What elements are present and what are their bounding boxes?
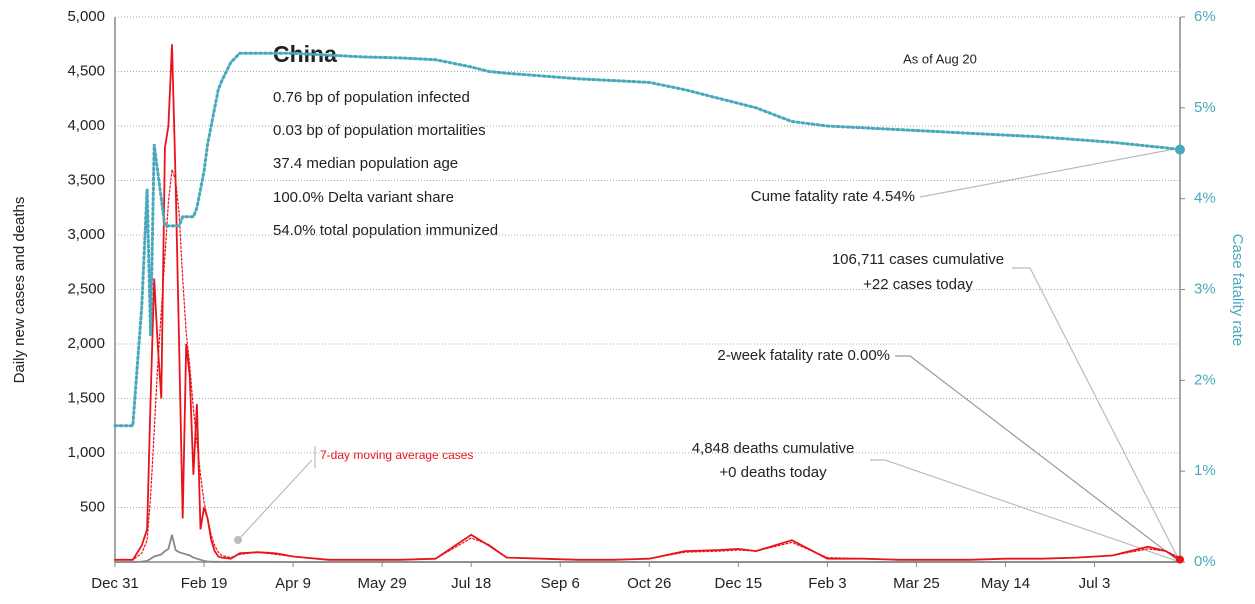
x-tick-label: Oct 26: [627, 575, 671, 592]
annotation: Cume fatality rate 4.54%: [751, 188, 915, 205]
leader-line: [895, 355, 1181, 563]
x-tick-label: Feb 19: [181, 575, 228, 592]
as-of: As of Aug 20: [903, 51, 977, 66]
x-tick-label: Feb 3: [808, 575, 846, 592]
x-tick-label: May 14: [981, 575, 1030, 592]
end-marker: [1176, 555, 1184, 564]
x-tick-label: Dec 15: [715, 575, 763, 592]
y-tick-label: 5,000: [67, 8, 105, 25]
x-tick-label: Mar 25: [893, 575, 940, 592]
y-tick-label: 500: [80, 498, 105, 515]
y-tick-label: 4,500: [67, 62, 105, 79]
leader-line: [919, 147, 1181, 198]
stat: 0.76 bp of population infected: [273, 89, 470, 106]
annotation: +0 deaths today: [719, 464, 827, 481]
series-line: [113, 51, 1182, 428]
leader-line: [1012, 267, 1181, 563]
y-tick-label: 3,000: [67, 226, 105, 243]
y2-axis-label: Case fatality rate: [1229, 234, 1246, 347]
stat: 100.0% Delta variant share: [273, 189, 454, 206]
y-tick-label: 1,000: [67, 444, 105, 461]
series-line: [114, 44, 1181, 561]
stat: 0.03 bp of population mortalities: [273, 122, 486, 139]
x-tick-label: Dec 31: [91, 575, 139, 592]
leader-line: [870, 459, 1181, 563]
series-annotation: 7-day moving average cases: [320, 448, 473, 462]
stat: 54.0% total population immunized: [273, 222, 498, 239]
y-tick-label: 1,500: [67, 389, 105, 406]
annotation: 2-week fatality rate 0.00%: [717, 347, 890, 364]
end-marker: [1175, 144, 1185, 155]
x-tick-label: Sep 6: [541, 575, 580, 592]
x-tick-label: Jul 18: [451, 575, 491, 592]
y2-tick-label: 1%: [1194, 462, 1216, 479]
y-axis-label: Daily new cases and deaths: [11, 197, 28, 384]
x-tick-label: Jul 3: [1079, 575, 1111, 592]
stat: 37.4 median population age: [273, 155, 458, 172]
y-tick-label: 2,000: [67, 335, 105, 352]
x-tick-label: May 29: [358, 575, 407, 592]
annotation: 106,711 cases cumulative: [832, 251, 1004, 268]
y2-tick-label: 3%: [1194, 280, 1216, 297]
series-line: [114, 534, 1181, 563]
y2-tick-label: 2%: [1194, 371, 1216, 388]
x-tick-label: Apr 9: [275, 575, 311, 592]
y-tick-label: 2,500: [67, 280, 105, 297]
y-tick-label: 3,500: [67, 171, 105, 188]
leader-line: [237, 459, 313, 541]
leader-dot: [234, 536, 242, 544]
y2-tick-label: 0%: [1194, 553, 1216, 570]
y2-tick-label: 5%: [1194, 99, 1216, 116]
y2-tick-label: 6%: [1194, 8, 1216, 25]
annotation: +22 cases today: [863, 276, 973, 293]
y2-tick-label: 4%: [1194, 190, 1216, 207]
annotation: 4,848 deaths cumulative: [692, 440, 855, 457]
leader-lines: [234, 147, 1181, 563]
y-tick-label: 4,000: [67, 117, 105, 134]
